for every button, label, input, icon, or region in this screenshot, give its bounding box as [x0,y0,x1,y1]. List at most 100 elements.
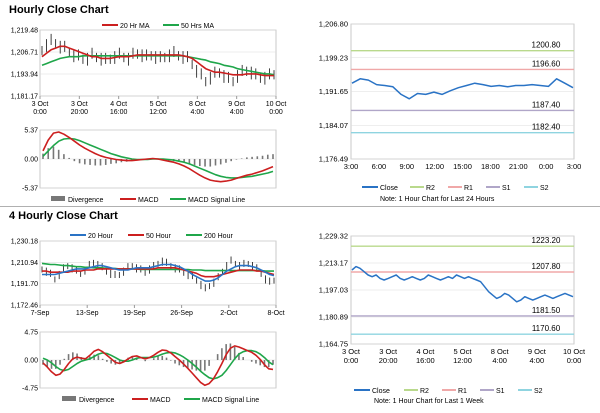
legend-swatch-divergence [51,196,65,201]
x-tick-label: 16:00 [110,109,128,116]
x-tick-label: 5 Oct [150,101,167,108]
hourly-price-chart: 20 Hr MA 50 Hrs MA 1,219.48 1,206.71 1,193… [11,23,287,116]
four-hourly-close-levels-chart: 1,229.32 1,213.17 1,197.03 1,180.89 1,164.75… [319,232,586,406]
x-tick-label: 7-Sep [31,310,50,317]
x-tick-label: 19-Sep [123,310,146,317]
legend-label-50hrs-ma: 50 Hrs MA [181,23,214,30]
legend-label-20hr-ma: 20 Hr MA [120,23,150,30]
x-tick-label: 18:00 [481,162,500,171]
legend-swatch-divergence [62,396,76,401]
x-tick-label: 8 Oct [491,347,510,356]
four-hourly-chart-note: Note: 1 Hour Chart for Last 1 Week [374,398,484,405]
y-tick-label: 1,181.17 [11,94,38,101]
four-hourly-close-line [351,265,574,303]
y-tick-label: 1,219.48 [11,28,38,35]
x-tick-label: 4 Oct [416,347,435,356]
x-tick-label: 0:00 [269,109,283,116]
x-tick-label: 5 Oct [454,347,473,356]
y-tick-label: 1,164.75 [319,340,348,349]
y-tick-label: 1,197.03 [319,286,348,295]
y-tick-label: 1,180.89 [319,313,348,322]
x-tick-label: 3 Oct [379,347,398,356]
y-tick-label: 1,206.71 [11,50,38,57]
four-hourly-ma50-line [42,266,275,278]
x-tick-label: 3:00 [344,162,359,171]
four-hourly-macd-line [42,345,274,387]
hourly-level-label: 1182.40 [532,123,561,132]
y-tick-label: 1,213.17 [319,259,348,268]
legend-label-200-hour: 200 Hour [204,233,233,240]
hourly-chart-note: Note: 1 Hour Chart for Last 24 Hours [380,196,495,203]
legend-label-macd: MACD [138,197,159,204]
x-tick-label: 4:00 [230,109,244,116]
four-hourly-price-chart: 20 Hour 50 Hour 200 Hour 1,230.18 1,210.9… [11,233,285,317]
y-tick-label: 0.00 [24,157,38,164]
x-tick-label: 15:00 [453,162,472,171]
four-hourly-level-label: 1207.80 [532,262,561,271]
legend-label-macd-signal-line: MACD Signal Line [188,197,245,204]
legend-label-s1: S1 [496,388,505,395]
x-tick-label: 12:00 [453,356,472,365]
four-hourly-macd-legend: Divergence MACD MACD Signal Line [62,396,259,404]
x-tick-label: 4:00 [191,109,205,116]
x-tick-label: 3 Oct [32,101,49,108]
legend-label-close: Close [380,185,398,192]
x-tick-label: 20:00 [71,109,89,116]
legend-label-divergence: Divergence [79,397,115,404]
hourly-macd-legend: Divergence MACD MACD Signal Line [51,196,245,204]
four-hourly-level-label: 1223.20 [532,236,561,245]
x-tick-label: 12:00 [149,109,167,116]
x-tick-label: 3:00 [567,162,582,171]
x-tick-label: 4:00 [530,356,545,365]
y-tick-label: 1,206.80 [319,20,348,29]
x-tick-label: 0:00 [539,162,554,171]
plot-frame [39,29,277,97]
four-hourly-title: 4 Hourly Close Chart [9,210,118,222]
legend-label-macd: MACD [150,397,171,404]
y-tick-label: -5.37 [22,186,38,193]
hourly-level-label: 1196.60 [532,59,561,68]
y-tick-label: 5.37 [24,128,38,135]
hourly-price-legend: 20 Hr MA 50 Hrs MA [102,23,214,30]
x-tick-label: 0:00 [344,356,359,365]
four-hourly-macd-signal-line [42,349,274,380]
plot-frame [39,240,277,306]
x-tick-label: 9:00 [399,162,414,171]
four-hourly-level-label: 1181.50 [532,306,561,315]
x-tick-label: 20:00 [379,356,398,365]
x-tick-label: 9 Oct [228,101,245,108]
y-tick-label: 1,210.94 [11,260,38,267]
four-hourly-price-legend: 20 Hour 50 Hour 200 Hour [70,233,233,240]
legend-label-r1: R1 [458,388,467,395]
four-hourly-level-label: 1170.60 [532,324,561,333]
x-tick-label: 4:00 [492,356,507,365]
legend-label-s2: S2 [540,185,549,192]
hourly-macd-chart: 5.37 0.00 -5.37 Divergence MACD MACD Signa… [22,128,277,204]
x-tick-label: 10 Oct [266,101,287,108]
legend-label-macd-signal-line: MACD Signal Line [202,397,259,404]
x-tick-label: 10 Oct [563,347,586,356]
x-tick-label: 12:00 [425,162,444,171]
hourly-ma50-line [41,54,275,76]
y-tick-label: 1,176.49 [319,155,348,164]
hourly-title: Hourly Close Chart [9,4,109,16]
x-tick-label: 26-Sep [170,310,193,317]
y-tick-label: -4.75 [22,386,38,393]
y-tick-label: 1,199.23 [319,53,348,62]
legend-label-divergence: Divergence [68,197,104,204]
legend-label-r2: R2 [420,388,429,395]
hourly-ma20-line [41,45,274,77]
hourly-close-line [351,78,574,100]
hourly-macd-line [42,131,274,183]
x-tick-label: 6:00 [372,162,387,171]
hourly-level-label: 1200.80 [532,41,561,50]
x-tick-label: 21:00 [509,162,528,171]
hourly-level-label: 1187.40 [532,100,561,109]
x-tick-label: 2-Oct [220,310,237,317]
x-tick-label: 0:00 [567,356,582,365]
x-tick-label: 4 Oct [110,101,127,108]
y-tick-label: 1,229.32 [319,232,348,241]
legend-label-close: Close [372,388,390,395]
y-tick-label: 1,230.18 [11,239,38,246]
y-tick-label: 1,191.70 [11,281,38,288]
